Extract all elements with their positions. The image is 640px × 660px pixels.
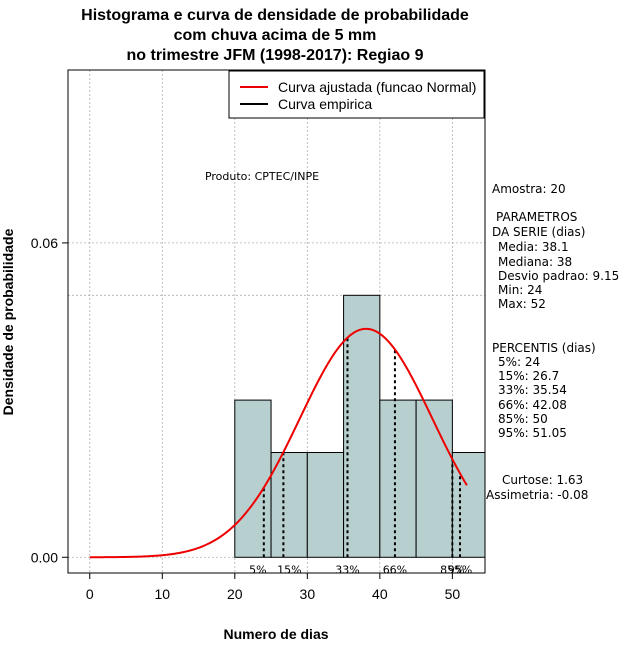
- chart-title-line-1: Histograma e curva de densidade de proba…: [81, 7, 469, 24]
- stat-min: Min: 24: [498, 283, 542, 297]
- stat-p66: 66%: 42.08: [498, 398, 567, 412]
- x-axis-title: Numero de dias: [223, 626, 328, 642]
- stat-p5: 5%: 24: [498, 355, 540, 369]
- percentile-label-5%: 5%: [249, 563, 266, 576]
- stat-serie-header: DA SERIE (dias): [492, 225, 585, 239]
- stat-desvio: Desvio padrao: 9.15: [498, 269, 619, 283]
- chart-title-line-3: no trimestre JFM (1998-2017): Regiao 9: [127, 47, 424, 64]
- y-tick-label: 0.06: [31, 235, 58, 251]
- legend-label-empirica: Curva empirica: [278, 96, 372, 112]
- normal-curve: [89, 327, 468, 559]
- percentile-label-33%: 33%: [335, 563, 359, 576]
- x-tick-label: 50: [445, 586, 461, 602]
- stat-p85: 85%: 50: [498, 412, 548, 426]
- plot-frame: [67, 69, 486, 574]
- histogram-bar-4: [379, 399, 417, 558]
- stat-max: Max: 52: [498, 297, 546, 311]
- x-tick-label: 20: [227, 586, 243, 602]
- y-tick-label: 0.00: [31, 549, 58, 565]
- stat-amostra: Amostra: 20: [492, 182, 566, 196]
- histogram-bar-0: [234, 399, 272, 558]
- percentile-label-15%: 15%: [277, 563, 301, 576]
- stat-media: Media: 38.1: [498, 240, 569, 254]
- stat-assimetria: Assimetria: -0.08: [486, 488, 588, 502]
- legend-box: [228, 70, 485, 119]
- stat-curtose: Curtose: 1.63: [502, 473, 583, 487]
- stat-mediana: Mediana: 38: [498, 255, 572, 269]
- legend-label-normal: Curva ajustada (funcao Normal): [278, 79, 476, 95]
- x-tick-label: 10: [154, 586, 170, 602]
- stat-percentis-header: PERCENTIS (dias): [492, 341, 596, 355]
- percentile-label-66%: 66%: [383, 563, 407, 576]
- legend: Curva ajustada (funcao Normal) Curva emp…: [228, 70, 485, 119]
- stat-p15: 15%: 26.7: [498, 369, 559, 383]
- histogram-bar-5: [415, 399, 453, 558]
- stat-parametros-header: PARAMETROS: [496, 210, 577, 224]
- histogram-bars: [234, 294, 486, 558]
- histogram-bar-1: [270, 451, 308, 558]
- histogram-bar-2: [306, 451, 345, 558]
- y-axis-title: Densidade de probabilidade: [0, 228, 16, 415]
- normal-curve-line: [89, 327, 468, 559]
- percentile-label-95%: 95%: [448, 563, 472, 576]
- stats-panel: Amostra: 20 PARAMETROS DA SERIE (dias) M…: [486, 182, 619, 502]
- axes: 0 10 20 30 40 50 0.00 0.06: [31, 235, 461, 602]
- product-label: Produto: CPTEC/INPE: [205, 170, 319, 183]
- stat-p95: 95%: 51.05: [498, 426, 567, 440]
- histogram-bar-3: [343, 294, 381, 558]
- x-tick-label: 0: [86, 586, 94, 602]
- x-tick-label: 30: [300, 586, 316, 602]
- x-tick-label: 40: [372, 586, 388, 602]
- chart-title-line-2: com chuva acima de 5 mm: [174, 27, 377, 44]
- stat-p33: 33%: 35.54: [498, 383, 567, 397]
